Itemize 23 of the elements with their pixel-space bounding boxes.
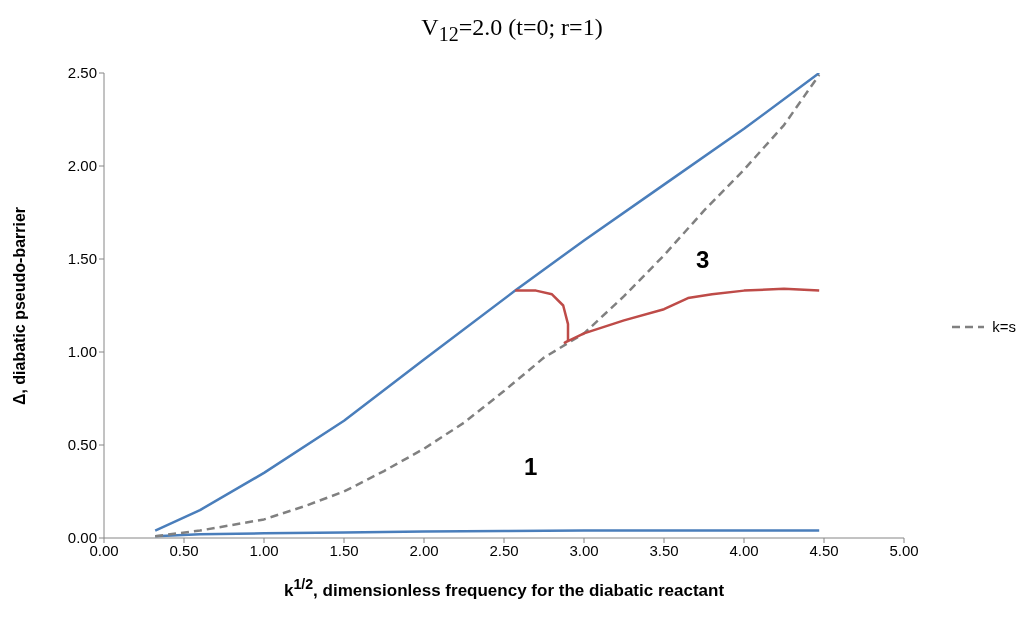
x-tick-label: 1.00: [249, 541, 279, 559]
y-tick-label: 0.00: [67, 529, 97, 547]
y-tick-label: 0.50: [67, 436, 97, 454]
annotation: 3: [696, 246, 710, 274]
x-tick-label: 3.50: [649, 541, 679, 559]
x-axis-title: k$^{1/2}$, dimensionless frequency for the diabatic reactant: [282, 576, 726, 601]
x-tick-label: 2.50: [489, 541, 519, 559]
x-tick-label: 4.50: [809, 541, 839, 559]
line-series: [513, 287, 821, 344]
x-tick-label: 1.50: [329, 541, 359, 559]
y-axis-title: Δ, diabatic pseudo-barrier: [11, 206, 29, 405]
x-tick-label: 2.00: [409, 541, 439, 559]
chart-title: V$_{12}$=2.0 (t=0; r=1): [420, 14, 604, 46]
annotation: 1: [524, 453, 538, 481]
x-tick-label: 4.00: [729, 541, 759, 559]
x-tick-label: 3.00: [569, 541, 599, 559]
y-tick-label: 1.00: [67, 343, 97, 361]
y-tick-label: 2.00: [67, 157, 97, 175]
x-tick-label: 5.00: [889, 541, 919, 559]
x-tick-label: 0.50: [169, 541, 199, 559]
legend-label: k=s: [992, 318, 1016, 335]
y-tick-label: 2.50: [67, 64, 97, 82]
y-tick-label: 1.50: [67, 250, 97, 268]
